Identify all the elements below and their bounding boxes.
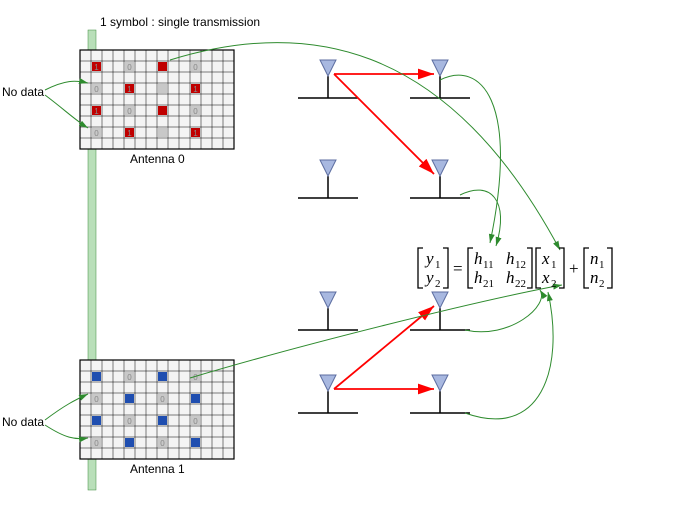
- marker-cell: [158, 84, 167, 93]
- marker-label: 1: [127, 85, 132, 94]
- marker-label: 0: [127, 63, 132, 72]
- marker-label: 0: [160, 439, 165, 448]
- antenna-icon: [320, 160, 336, 176]
- eq-var: h: [506, 268, 515, 287]
- antenna-icon: [432, 60, 448, 76]
- rx-antenna-1: [410, 160, 470, 198]
- eq-sub: 22: [515, 278, 526, 290]
- eq-sub: 1: [551, 259, 557, 271]
- antenna-icon: [320, 292, 336, 308]
- eq-sub: 1: [599, 259, 605, 271]
- no-data-label-0: No data: [2, 85, 44, 99]
- marker-cell: [191, 438, 200, 447]
- eq-var: h: [506, 249, 515, 268]
- tx-antenna-1: [298, 160, 358, 198]
- tx-antenna-2: [298, 292, 358, 330]
- marker-label: 1: [193, 129, 198, 138]
- marker-label: 0: [193, 63, 198, 72]
- marker-label: 1: [127, 129, 132, 138]
- eq-sub: 2: [599, 278, 605, 290]
- marker-label: 1: [94, 107, 99, 116]
- marker-label: 1: [193, 85, 198, 94]
- eq-var: x: [541, 268, 550, 287]
- antenna-icon: [320, 375, 336, 391]
- eq-var: x: [541, 249, 550, 268]
- eq-sub: 11: [483, 259, 494, 271]
- eq-var: y: [424, 249, 434, 268]
- marker-label: 0: [193, 417, 198, 426]
- antenna-icon: [432, 375, 448, 391]
- eq-var: h: [474, 268, 483, 287]
- marker-cell: [125, 394, 134, 403]
- map-curve-8: [465, 290, 542, 332]
- marker-label: 0: [94, 395, 99, 404]
- symbol-legend: 1 symbol : single transmission: [100, 15, 260, 29]
- rx-antenna-2: [410, 292, 470, 330]
- map-curve-6: [440, 75, 500, 243]
- marker-label: 0: [193, 107, 198, 116]
- eq-var: y: [424, 268, 434, 287]
- eq-var: h: [474, 249, 483, 268]
- eq-sub: 2: [551, 278, 557, 290]
- marker-cell: [92, 372, 101, 381]
- map-curve-5: [190, 285, 562, 378]
- map-curve-9: [465, 292, 553, 419]
- rx-antenna-3: [410, 375, 470, 413]
- antenna-icon: [432, 292, 448, 308]
- marker-label: 1: [94, 63, 99, 72]
- tx-antenna-0: [298, 60, 358, 98]
- marker-label: 0: [94, 85, 99, 94]
- marker-label: 0: [127, 373, 132, 382]
- channel-equation: y1y2=h11h12h21h22x1x2+n1n2: [418, 248, 612, 290]
- diagram-canvas: 100011100011000000001 symbol : single tr…: [0, 0, 696, 515]
- channel-arrow-1: [334, 74, 434, 174]
- antenna0-caption: Antenna 0: [130, 152, 185, 166]
- eq-sub: 2: [435, 278, 441, 290]
- marker-cell: [158, 106, 167, 115]
- eq-plus: +: [569, 259, 579, 278]
- marker-cell: [191, 394, 200, 403]
- marker-label: 0: [94, 129, 99, 138]
- no-data-label-1: No data: [2, 415, 44, 429]
- marker-cell: [158, 62, 167, 71]
- marker-label: 0: [94, 439, 99, 448]
- channel-arrow-2: [334, 306, 434, 389]
- marker-label: 0: [127, 417, 132, 426]
- antenna-icon: [432, 160, 448, 176]
- marker-cell: [158, 128, 167, 137]
- marker-cell: [92, 416, 101, 425]
- marker-cell: [158, 416, 167, 425]
- grid-antenna0: 1 0 0 0 1 1 1 0 0 0 1 1: [80, 50, 234, 149]
- marker-cell: [158, 372, 167, 381]
- eq-equals: =: [453, 259, 463, 278]
- grid-antenna1: 0 0 0 0 0 0 0 0: [80, 360, 234, 459]
- marker-label: 0: [193, 373, 198, 382]
- marker-cell: [125, 438, 134, 447]
- tx-antenna-3: [298, 375, 358, 413]
- antenna1-caption: Antenna 1: [130, 462, 185, 476]
- eq-var: n: [590, 268, 599, 287]
- eq-sub: 12: [515, 259, 526, 271]
- antenna-icon: [320, 60, 336, 76]
- marker-label: 0: [160, 395, 165, 404]
- eq-sub: 21: [483, 278, 494, 290]
- rx-antenna-0: [410, 60, 470, 98]
- eq-sub: 1: [435, 259, 441, 271]
- eq-var: n: [590, 249, 599, 268]
- marker-label: 0: [127, 107, 132, 116]
